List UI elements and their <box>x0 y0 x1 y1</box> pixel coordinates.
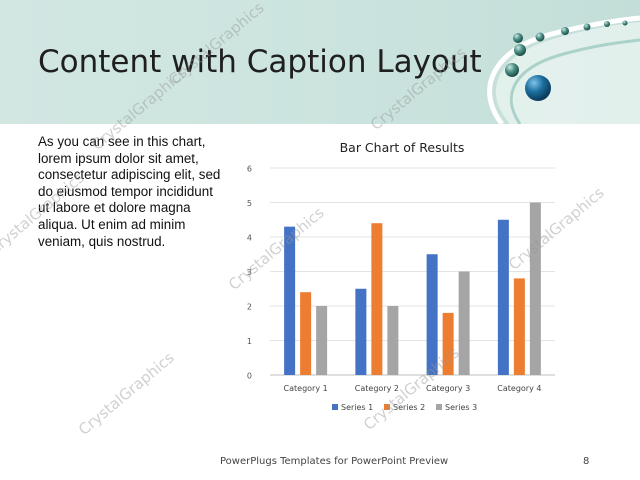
x-tick-label: Category 1 <box>284 384 328 393</box>
y-tick-label: 2 <box>247 303 252 312</box>
legend-swatch <box>384 404 390 410</box>
x-tick-label: Category 3 <box>426 384 470 393</box>
legend-label: Series 3 <box>445 403 477 412</box>
header-band: Content with Caption Layout <box>0 0 640 124</box>
bar <box>442 312 454 375</box>
x-axis-ticks: Category 1 Category 2 Category 3 Category 4 <box>284 384 542 393</box>
bar <box>497 219 509 375</box>
x-tick-label: Category 4 <box>497 384 541 393</box>
bar <box>371 223 383 375</box>
caption-text: As you can see in this chart, lorem ipsu… <box>38 134 221 249</box>
bar <box>426 254 438 375</box>
page-number: 8 <box>583 456 590 467</box>
chart-title: Bar Chart of Results <box>340 140 465 155</box>
y-tick-label: 3 <box>247 268 252 277</box>
y-tick-label: 0 <box>247 372 252 381</box>
legend-label: Series 1 <box>341 403 373 412</box>
bar <box>513 278 525 375</box>
bar <box>458 271 470 375</box>
bar <box>284 226 296 375</box>
y-tick-label: 5 <box>247 199 252 208</box>
legend-swatch <box>332 404 338 410</box>
bar <box>529 202 541 375</box>
x-tick-label: Category 2 <box>355 384 399 393</box>
bar <box>355 288 367 375</box>
chart-gridlines <box>270 167 555 376</box>
legend-label: Series 2 <box>393 403 425 412</box>
chart-legend: Series 1 Series 2 Series 3 <box>332 403 477 412</box>
bar <box>316 306 328 375</box>
bar <box>387 306 399 375</box>
y-tick-label: 1 <box>247 337 252 346</box>
bar <box>300 292 312 375</box>
footer-text: PowerPlugs Templates for PowerPoint Prev… <box>220 456 449 467</box>
y-tick-label: 4 <box>247 234 252 243</box>
footer: PowerPlugs Templates for PowerPoint Prev… <box>0 456 640 470</box>
legend-swatch <box>436 404 442 410</box>
watermark-text: CrystalGraphics <box>75 348 178 439</box>
chart-bars <box>284 202 541 375</box>
slide-title: Content with Caption Layout <box>38 44 482 80</box>
spheres-track-art <box>487 15 640 124</box>
y-tick-label: 6 <box>247 165 252 174</box>
y-axis-ticks: 0 1 2 3 4 5 6 <box>247 165 252 381</box>
